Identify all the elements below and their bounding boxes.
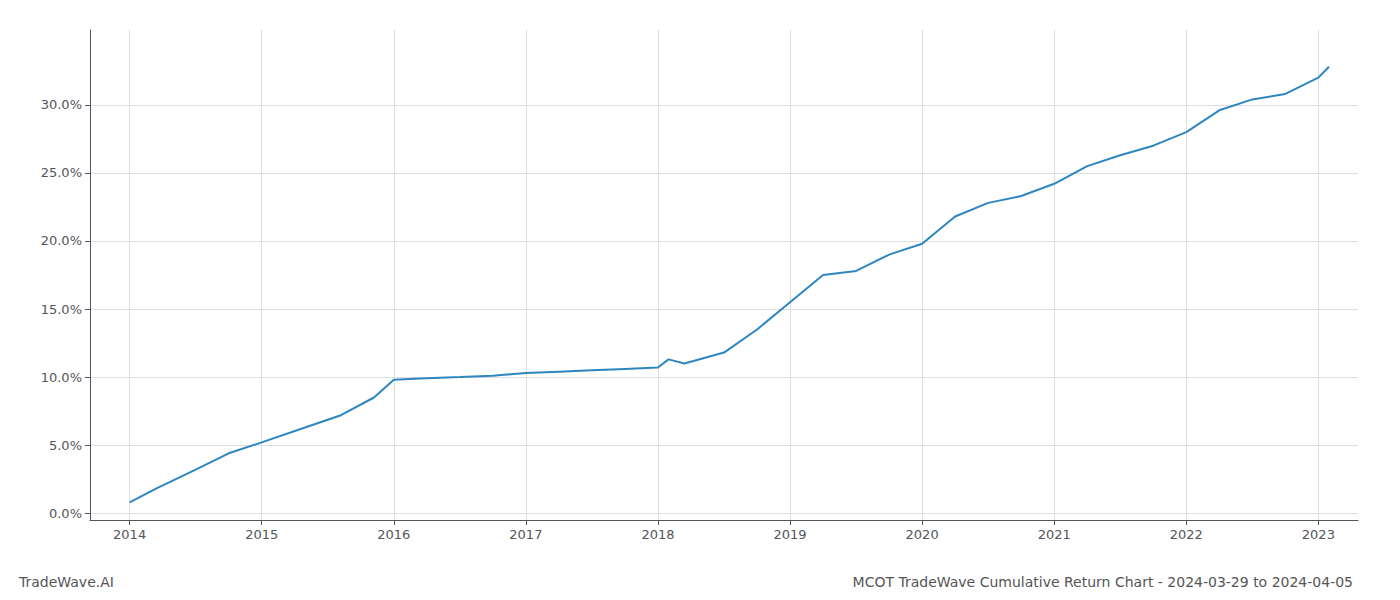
svg-text:30.0%: 30.0% (41, 97, 82, 112)
svg-text:2023: 2023 (1302, 527, 1335, 542)
svg-text:15.0%: 15.0% (41, 302, 82, 317)
svg-text:2016: 2016 (377, 527, 410, 542)
svg-text:2015: 2015 (245, 527, 278, 542)
svg-text:2020: 2020 (906, 527, 939, 542)
svg-text:2018: 2018 (641, 527, 674, 542)
svg-text:2017: 2017 (509, 527, 542, 542)
svg-text:10.0%: 10.0% (41, 370, 82, 385)
svg-text:25.0%: 25.0% (41, 165, 82, 180)
svg-text:2021: 2021 (1038, 527, 1071, 542)
svg-text:0.0%: 0.0% (49, 506, 82, 521)
svg-text:5.0%: 5.0% (49, 438, 82, 453)
svg-text:2022: 2022 (1170, 527, 1203, 542)
svg-text:2014: 2014 (113, 527, 146, 542)
svg-text:2019: 2019 (773, 527, 806, 542)
svg-text:MCOT TradeWave Cumulative Retu: MCOT TradeWave Cumulative Return Chart -… (853, 574, 1353, 590)
svg-text:20.0%: 20.0% (41, 233, 82, 248)
svg-text:TradeWave.AI: TradeWave.AI (18, 574, 114, 590)
